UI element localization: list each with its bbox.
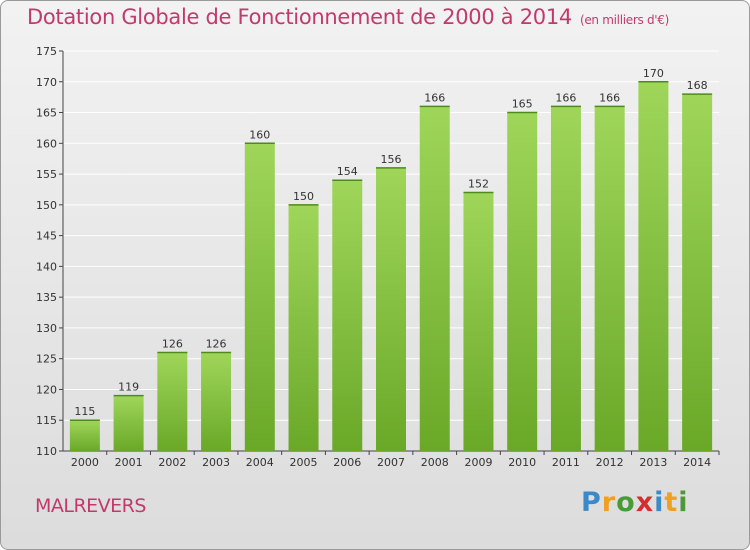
y-tick-label: 175: [36, 45, 57, 58]
y-tick-label: 150: [36, 199, 57, 212]
y-tick-label: 170: [36, 76, 57, 89]
bar: [332, 180, 363, 451]
bar: [244, 143, 275, 452]
bar-value-label: 115: [74, 405, 95, 418]
x-tick-label: 2005: [290, 456, 318, 469]
x-tick-label: 2008: [421, 456, 449, 469]
bar: [638, 81, 669, 452]
bar-value-label: 126: [206, 338, 227, 351]
x-tick-label: 2000: [71, 456, 99, 469]
bar: [550, 106, 581, 451]
chart-title-text: Dotation Globale de Fonctionnement de 20…: [27, 5, 572, 29]
x-tick-label: 2003: [202, 456, 230, 469]
bar-value-label: 160: [249, 128, 270, 141]
bar-value-label: 170: [643, 67, 664, 80]
chart-subtitle: (en milliers d'€): [579, 13, 669, 27]
x-tick-label: 2014: [683, 456, 711, 469]
x-tick-label: 2004: [246, 456, 274, 469]
x-tick-label: 2007: [377, 456, 405, 469]
bar-value-label: 168: [687, 79, 708, 92]
x-tick-label: 2011: [552, 456, 580, 469]
bar-value-label: 152: [468, 178, 489, 191]
bar: [69, 420, 100, 451]
proxiti-logo: Proxiti: [581, 487, 689, 518]
x-tick-label: 2001: [115, 456, 143, 469]
x-tick-label: 2002: [158, 456, 186, 469]
data-labels: 115 119 126 126 160 150 154 156 166 152 165 166 166 1…: [74, 67, 707, 418]
y-tick-label: 155: [36, 168, 57, 181]
y-tick-label: 140: [36, 260, 57, 273]
y-tick-label: 115: [36, 414, 57, 427]
axes: 1101151201251301351401451501551601651701…: [36, 45, 720, 469]
x-tick-label: 2009: [464, 456, 492, 469]
bar-value-label: 165: [512, 98, 533, 111]
y-tick-label: 120: [36, 383, 57, 396]
bar-value-label: 150: [293, 190, 314, 203]
y-tick-label: 125: [36, 353, 57, 366]
bar-value-label: 166: [555, 91, 576, 104]
bar: [682, 94, 713, 452]
bar-value-label: 154: [337, 165, 358, 178]
bar: [157, 352, 188, 451]
bar-value-label: 166: [424, 91, 445, 104]
y-tick-label: 110: [36, 445, 57, 458]
y-tick-label: 135: [36, 291, 57, 304]
x-tick-label: 2006: [333, 456, 361, 469]
bar: [419, 106, 450, 451]
bar: [463, 192, 494, 452]
x-tick-label: 2013: [639, 456, 667, 469]
y-tick-label: 165: [36, 107, 57, 120]
y-tick-label: 160: [36, 137, 57, 150]
bar: [507, 112, 538, 452]
bar: [376, 167, 406, 451]
bar-value-label: 126: [162, 338, 183, 351]
x-tick-label: 2012: [596, 456, 624, 469]
chart-title: Dotation Globale de Fonctionnement de 20…: [27, 5, 669, 29]
bar: [201, 352, 232, 451]
y-tick-label: 145: [36, 230, 57, 243]
y-tick-label: 130: [36, 322, 57, 335]
bar-value-label: 166: [599, 91, 620, 104]
bar-value-label: 119: [118, 381, 139, 394]
bar: [594, 106, 625, 451]
bar: [288, 204, 319, 451]
bar-value-label: 156: [381, 153, 402, 166]
bars: [69, 81, 713, 452]
x-tick-label: 2010: [508, 456, 536, 469]
commune-name: MALREVERS: [35, 495, 146, 517]
bar: [113, 395, 144, 451]
